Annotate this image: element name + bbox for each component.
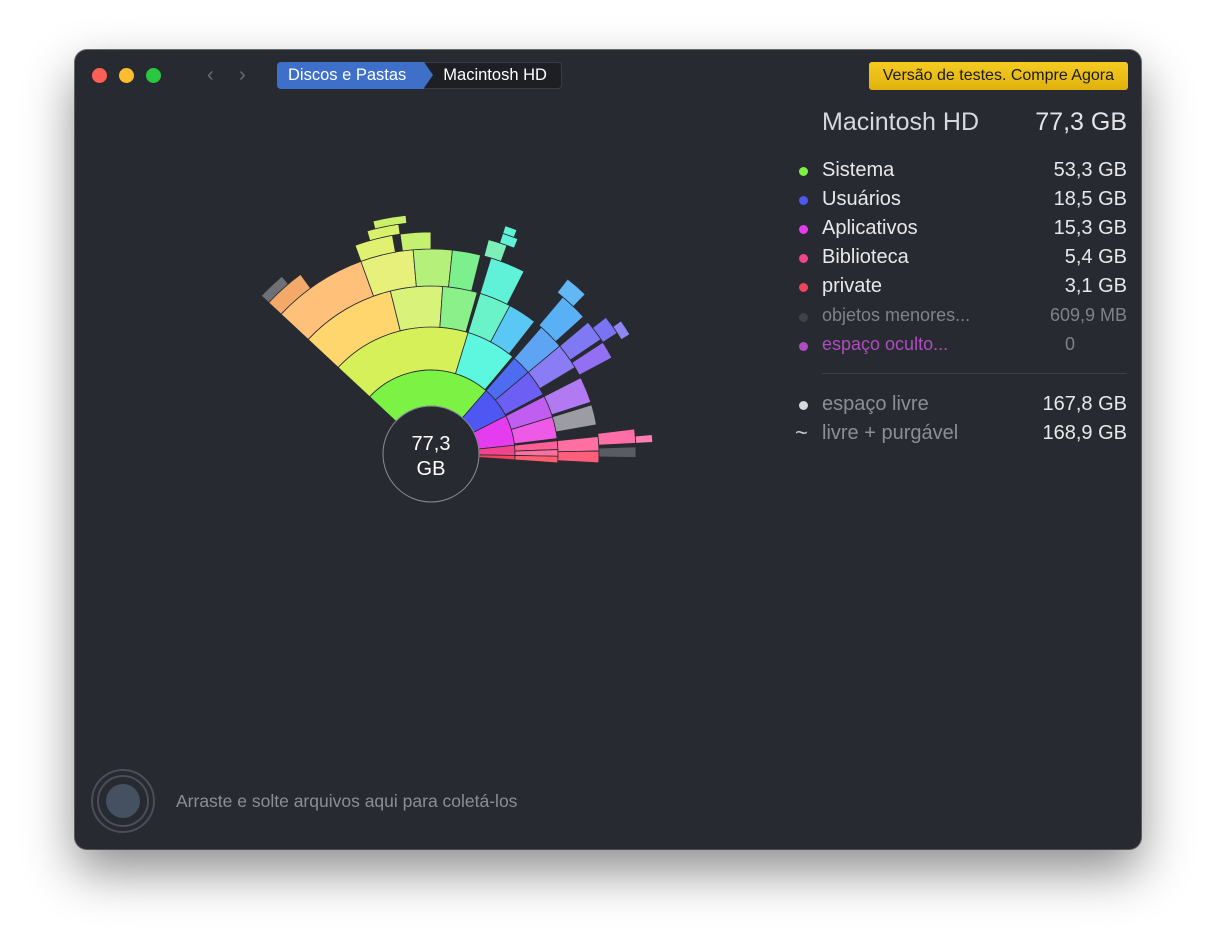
minimize-button[interactable] bbox=[119, 68, 134, 83]
legend-item-aplicativos[interactable]: Aplicativos 15,3 GB bbox=[795, 217, 1127, 243]
sunburst-segment-folder[interactable] bbox=[490, 305, 535, 355]
legend-value: 609,9 MB bbox=[1049, 305, 1127, 325]
center-size-value: 77,3 bbox=[412, 433, 451, 455]
app-window: ‹ › Discos e Pastas Macintosh HD Versão … bbox=[75, 50, 1141, 849]
volume-title: Macintosh HD bbox=[822, 108, 979, 136]
legend-item-smaller-objects[interactable]: objetos menores... 609,9 MB bbox=[795, 305, 1127, 331]
sunburst-segment-folder[interactable] bbox=[543, 377, 592, 416]
sunburst-segment-subfolder[interactable] bbox=[412, 248, 453, 288]
legend-label: Usuários bbox=[822, 188, 901, 210]
legend-value: 15,3 GB bbox=[1053, 217, 1127, 239]
buy-now-button[interactable]: Versão de testes. Compre Agora bbox=[868, 62, 1128, 90]
sunburst-segment-leaf[interactable] bbox=[612, 320, 631, 341]
sunburst-segments[interactable] bbox=[260, 214, 654, 464]
tilde-icon: ~ bbox=[795, 420, 808, 445]
legend-dot bbox=[799, 225, 808, 234]
sunburst-segment-leaf[interactable] bbox=[591, 316, 618, 343]
legend-item-private[interactable]: private 3,1 GB bbox=[795, 275, 1127, 301]
breadcrumb-macintosh-hd[interactable]: Macintosh HD bbox=[424, 62, 562, 89]
sunburst-segment-folder[interactable] bbox=[557, 450, 600, 464]
sunburst-segment-subfolder[interactable] bbox=[571, 341, 613, 376]
sunburst-segment-subfolder[interactable] bbox=[598, 446, 637, 458]
breadcrumb: Discos e Pastas Macintosh HD bbox=[277, 62, 562, 89]
breadcrumb-discos-e-pastas[interactable]: Discos e Pastas bbox=[277, 62, 434, 89]
legend-dot bbox=[799, 196, 808, 205]
center-size-unit: GB bbox=[417, 458, 446, 480]
legend-value: 3,1 GB bbox=[1064, 275, 1127, 297]
free-space-row: espaço livre 167,8 GB bbox=[795, 393, 1127, 419]
legend-value: 53,3 GB bbox=[1053, 159, 1127, 181]
collector-drop-icon[interactable] bbox=[90, 768, 156, 834]
legend-label: private bbox=[822, 275, 883, 297]
sunburst-segment-leaf[interactable] bbox=[556, 278, 586, 308]
sunburst-segment-subfolder[interactable] bbox=[448, 249, 482, 292]
purgeable-value: 168,9 GB bbox=[1042, 422, 1127, 444]
legend-label: Biblioteca bbox=[822, 246, 909, 268]
divider bbox=[822, 373, 1127, 374]
legend-dot bbox=[799, 167, 808, 176]
sunburst-segment-subfolder[interactable] bbox=[479, 257, 525, 305]
legend-item-sistema[interactable]: Sistema 53,3 GB bbox=[795, 159, 1127, 185]
sunburst-segment-private-sub[interactable] bbox=[514, 455, 559, 464]
legend-label: Aplicativos bbox=[822, 217, 918, 239]
sunburst-segment-leaf[interactable] bbox=[634, 434, 654, 444]
free-space-dot bbox=[799, 401, 808, 410]
legend-item-biblioteca[interactable]: Biblioteca 5,4 GB bbox=[795, 246, 1127, 272]
purgeable-label: livre + purgável bbox=[822, 422, 959, 444]
legend-value: 0 bbox=[1064, 334, 1075, 354]
sunburst-segment-leaf[interactable] bbox=[260, 275, 289, 304]
volume-total: 77,3 GB bbox=[1035, 108, 1127, 136]
free-space-value: 167,8 GB bbox=[1042, 393, 1127, 415]
sunburst-segment-private[interactable] bbox=[478, 454, 516, 461]
sunburst-segment-subfolder[interactable] bbox=[597, 428, 637, 446]
forward-chevron-icon[interactable]: › bbox=[239, 64, 246, 86]
center-circle[interactable] bbox=[382, 405, 480, 503]
legend-dot bbox=[799, 342, 808, 351]
legend-label: Sistema bbox=[822, 159, 895, 181]
legend-dot bbox=[799, 254, 808, 263]
sunburst-segment-leaf[interactable] bbox=[502, 225, 518, 238]
purgeable-space-row: ~ livre + purgável 168,9 GB bbox=[795, 420, 1127, 448]
disk-usage-sunburst-chart[interactable]: 77,3 GB bbox=[75, 50, 795, 750]
legend-item-hidden-space[interactable]: espaço oculto... 0 bbox=[795, 334, 1127, 360]
legend-item-usuarios[interactable]: Usuários 18,5 GB bbox=[795, 188, 1127, 214]
legend-label: objetos menores... bbox=[822, 305, 971, 325]
sunburst-segment-leaf[interactable] bbox=[399, 231, 432, 252]
sunburst-segment-leaf[interactable] bbox=[354, 234, 396, 262]
zoom-button[interactable] bbox=[146, 68, 161, 83]
sunburst-segment-folder[interactable] bbox=[556, 435, 600, 453]
sunburst-segment-folder[interactable] bbox=[551, 404, 597, 433]
sunburst-segment-leaf[interactable] bbox=[372, 214, 408, 230]
legend-value: 5,4 GB bbox=[1064, 246, 1127, 268]
sunburst-segment-leaf[interactable] bbox=[483, 239, 508, 262]
legend-dot bbox=[799, 313, 808, 322]
back-chevron-icon[interactable]: ‹ bbox=[207, 64, 214, 86]
free-space-label: espaço livre bbox=[822, 393, 929, 415]
legend-dot bbox=[799, 283, 808, 292]
sunburst-segment-folder[interactable] bbox=[389, 285, 444, 332]
drop-zone-hint: Arraste e solte arquivos aqui para colet… bbox=[176, 791, 518, 811]
legend-value: 18,5 GB bbox=[1053, 188, 1127, 210]
close-button[interactable] bbox=[92, 68, 107, 83]
legend-label: espaço oculto... bbox=[822, 334, 949, 354]
